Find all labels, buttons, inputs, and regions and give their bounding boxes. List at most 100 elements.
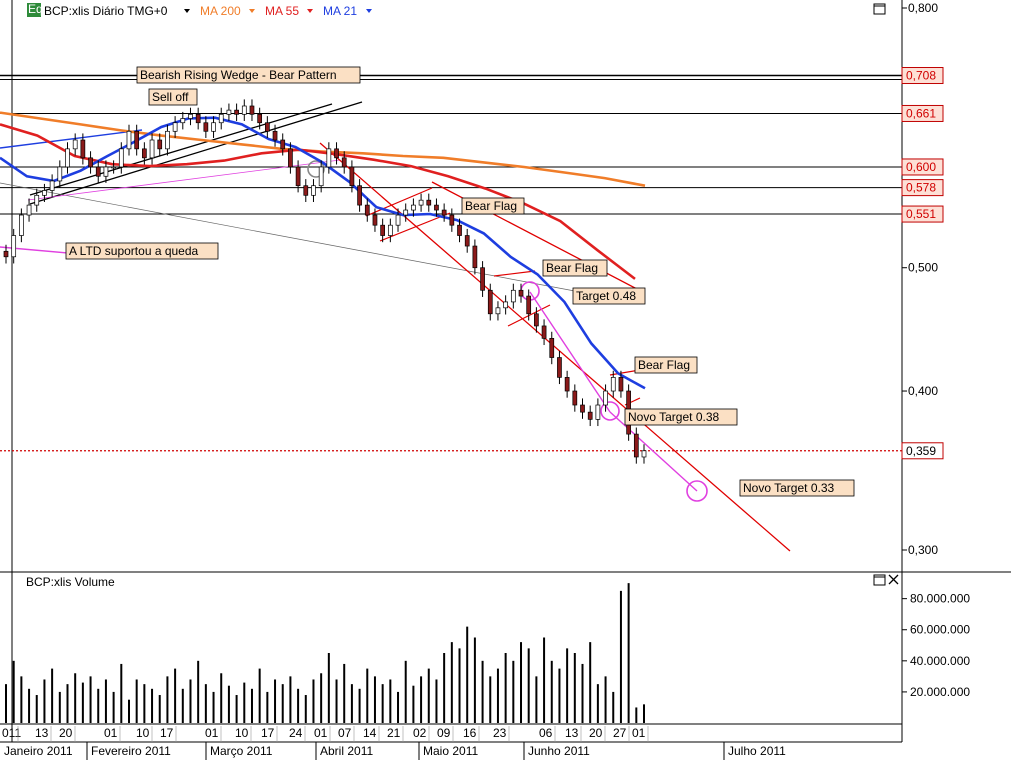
trend-line — [29, 103, 333, 196]
annotation-box — [65, 242, 219, 260]
day-tick-label: 10 — [235, 726, 249, 740]
candle-body — [134, 130, 140, 150]
candle-body — [541, 325, 547, 339]
candle-body — [510, 289, 516, 303]
triangle-down-icon[interactable] — [184, 9, 190, 13]
trend-line — [379, 212, 451, 242]
candle-body — [172, 122, 178, 132]
candle-body — [211, 122, 216, 132]
day-tick-label: 17 — [261, 726, 275, 740]
day-tick-label: 011 — [2, 726, 21, 740]
candle-body — [610, 377, 616, 392]
chart-header: Eq BCP:xlis Diário TMG+0 MA 200 MA 55 MA… — [27, 2, 886, 18]
price-level-label: 0,578 — [906, 181, 936, 195]
ma21-legend[interactable]: MA 21 — [323, 4, 357, 18]
day-tick-label: 13 — [565, 726, 579, 740]
candle-body — [280, 139, 286, 150]
candle-body — [641, 450, 647, 458]
candle-body — [218, 113, 224, 124]
annotation-label: Novo Target 0.38 — [628, 410, 719, 424]
candle-body — [587, 411, 593, 420]
candle-body — [557, 357, 562, 378]
maximize-icon[interactable] — [873, 574, 886, 586]
price-level-label: 0,551 — [906, 207, 936, 221]
ma200-legend[interactable]: MA 200 — [200, 4, 241, 18]
candle-body — [480, 267, 485, 291]
candle-body — [603, 390, 608, 406]
day-tick-label: 02 — [413, 726, 427, 740]
date-axis: 011 13 20 01 10 17 01 10 17 24 01 07 14 21 02 09 16 23 06 1… — [2, 726, 786, 760]
annotation-label: Bear Flag — [638, 358, 690, 372]
annotation-label: Sell off — [152, 90, 189, 104]
annotation-label: Bearish Rising Wedge - Bear Pattern — [140, 68, 337, 82]
last-price-label: 0,359 — [906, 444, 936, 458]
candle-body — [103, 166, 109, 177]
annotation-label: Bear Flag — [465, 199, 517, 213]
candle-body — [318, 166, 324, 187]
candle-body — [526, 295, 532, 315]
price-tick-label: 0,400 — [908, 384, 938, 398]
candle-body — [457, 224, 462, 236]
annotation-box — [634, 356, 698, 374]
day-tick-label: 24 — [289, 726, 303, 740]
ma21-line — [0, 116, 646, 390]
candle-body — [503, 301, 508, 309]
annotation-box — [542, 259, 608, 277]
candle-body — [295, 166, 301, 187]
price-tick-label: 0,300 — [908, 543, 938, 557]
candle-body — [349, 166, 355, 187]
annotation-box — [739, 479, 855, 497]
eq-badge[interactable] — [27, 3, 41, 17]
annotations: Bearish Rising Wedge - Bear Pattern Sell … — [65, 66, 855, 497]
candle-body — [449, 214, 455, 226]
candle-body — [341, 157, 347, 168]
candle-body — [487, 289, 493, 315]
ma55-legend[interactable]: MA 55 — [265, 4, 299, 18]
day-tick-label: 01 — [104, 726, 118, 740]
volume-tick-label: 20.000.000 — [910, 685, 970, 699]
trend-line — [29, 101, 363, 205]
annotation-label: Novo Target 0.33 — [743, 481, 834, 495]
price-tick-label: 0,800 — [908, 1, 938, 15]
candle-body — [534, 313, 539, 327]
symbol-label[interactable]: BCP:xlis Diário TMG+0 — [44, 4, 168, 18]
candle-body — [157, 139, 163, 150]
close-icon[interactable] — [888, 574, 899, 585]
candle-body — [633, 433, 639, 458]
month-label: Junho 2011 — [528, 744, 590, 758]
trend-line — [0, 129, 143, 149]
target-circle — [307, 160, 325, 178]
day-tick-label: 13 — [35, 726, 49, 740]
candle-body — [226, 109, 232, 115]
maximize-icon[interactable] — [873, 3, 886, 15]
candle-body — [495, 307, 501, 315]
annotation-label: Bear Flag — [546, 261, 598, 275]
triangle-down-icon[interactable] — [307, 9, 313, 13]
day-tick-label: 09 — [437, 726, 451, 740]
candle-body — [11, 235, 17, 258]
volume-tick-label: 80.000.000 — [910, 592, 970, 606]
candle-body — [564, 377, 570, 392]
price-level-box — [901, 179, 944, 197]
candle-body — [618, 377, 624, 392]
candle-body — [95, 166, 101, 177]
day-tick-label: 01 — [205, 726, 219, 740]
annotation-box — [148, 88, 198, 106]
volume-tick-label: 60.000.000 — [910, 623, 970, 637]
triangle-down-icon[interactable] — [249, 9, 255, 13]
month-label: Janeiro 2011 — [4, 744, 73, 758]
day-tick-label: 10 — [136, 726, 150, 740]
triangle-down-icon[interactable] — [366, 9, 372, 13]
candle-body — [72, 139, 78, 150]
annotation-box — [136, 66, 361, 84]
candle-body — [241, 105, 247, 115]
day-tick-label: 20 — [589, 726, 603, 740]
volume-header: BCP:xlis Volume — [26, 574, 899, 589]
candle-body — [3, 250, 9, 258]
price-level-box — [901, 67, 944, 85]
volume-tick-label: 40.000.000 — [910, 654, 970, 668]
candle-body — [364, 204, 370, 216]
candle-body — [434, 204, 439, 211]
day-tick-label: 01 — [314, 726, 328, 740]
price-level-label: 0,708 — [906, 69, 936, 83]
